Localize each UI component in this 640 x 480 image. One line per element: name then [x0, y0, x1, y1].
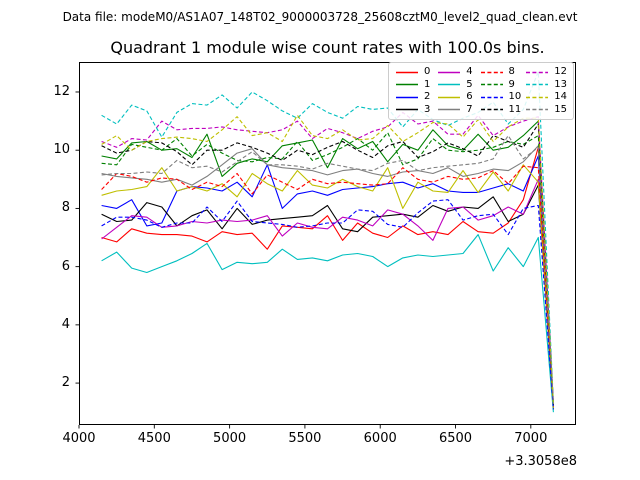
axes-frame	[79, 62, 576, 425]
legend-item-7: 7	[438, 104, 475, 117]
legend-item-label: 4	[466, 66, 473, 78]
series-line-3	[101, 184, 554, 410]
series-line-15	[101, 135, 554, 404]
series-line-7	[101, 145, 554, 407]
legend-item-label: 0	[424, 66, 431, 78]
legend-item-label: 2	[424, 91, 431, 103]
series-line-12	[101, 111, 554, 404]
legend-item-label: 13	[554, 78, 567, 90]
y-tick-label: 6	[61, 258, 70, 274]
legend-line-sample	[526, 71, 549, 73]
series-line-4	[101, 178, 554, 410]
series-line-11	[101, 123, 554, 405]
legend-item-3: 3	[396, 104, 433, 117]
legend-item-12: 12	[526, 66, 567, 79]
x-tick-label: 4000	[62, 431, 96, 446]
legend-item-13: 13	[526, 79, 567, 92]
legend-item-label: 12	[554, 66, 567, 78]
legend-item-9: 9	[480, 78, 522, 92]
legend-item-label: 6	[466, 91, 473, 103]
series-line-9	[101, 132, 554, 405]
x-tick-label: 4500	[137, 431, 171, 446]
series-line-8	[101, 165, 554, 407]
series-line-14	[101, 114, 554, 405]
legend-item-label: 7	[466, 103, 473, 115]
y-tick-label: 4	[61, 316, 70, 332]
legend-line-sample	[396, 71, 418, 73]
legend-item-1: 1	[396, 79, 433, 92]
x-tick-label: 7000	[514, 431, 548, 446]
legend-item-5: 5	[438, 79, 475, 92]
legend-line-sample	[396, 96, 418, 98]
plot-area	[75, 62, 576, 429]
legend-item-label: 15	[554, 103, 567, 115]
legend-item-label: 1	[424, 78, 431, 90]
legend-line-sample	[526, 109, 549, 111]
legend-item-10: 10	[480, 91, 522, 104]
legend-item-11: 11	[480, 103, 522, 117]
legend-line-sample	[480, 96, 503, 98]
y-tick-label: 10	[53, 142, 70, 158]
legend-item-label: 10	[508, 91, 522, 103]
legend-item-label: 9	[508, 78, 515, 90]
legend-item-label: 5	[466, 78, 473, 90]
y-tick-label: 8	[61, 200, 70, 216]
chart-title: Quadrant 1 module wise count rates with …	[110, 38, 545, 57]
x-tick-label: 6500	[438, 431, 473, 446]
legend-item-15: 15	[526, 104, 567, 117]
x-axis-offset-label: +3.3058e8	[504, 454, 577, 469]
legend-line-sample	[438, 109, 461, 111]
series-line-1	[101, 120, 554, 407]
x-tick-label: 5000	[213, 431, 247, 446]
legend-line-sample	[438, 71, 461, 73]
legend-line-sample	[480, 109, 503, 111]
series-line-10	[101, 199, 554, 410]
y-tick-label: 2	[61, 375, 70, 391]
legend-item-4: 4	[438, 66, 475, 79]
legend-line-sample	[526, 96, 549, 98]
legend-item-8: 8	[480, 66, 522, 79]
legend-line-sample	[526, 84, 549, 86]
legend-line-sample	[396, 84, 418, 86]
legend: 0 1 2 3 4 5 6 7 8 9 10 11 12 13 14 15	[388, 62, 574, 120]
series-line-6	[101, 164, 554, 408]
series-line-2	[101, 155, 554, 408]
legend-item-6: 6	[438, 91, 475, 104]
data-file-text: Data file: modeM0/AS1A07_148T02_90000037…	[62, 10, 578, 24]
legend-line-sample	[480, 84, 503, 86]
legend-line-sample	[396, 109, 418, 111]
series-line-0	[101, 146, 554, 410]
legend-item-label: 14	[554, 91, 567, 103]
legend-item-label: 8	[508, 66, 515, 78]
x-tick-label: 6000	[363, 431, 397, 446]
legend-item-14: 14	[526, 91, 567, 104]
legend-line-sample	[480, 71, 503, 73]
legend-item-2: 2	[396, 91, 433, 104]
legend-item-label: 3	[424, 103, 431, 115]
legend-item-label: 11	[508, 103, 522, 115]
legend-line-sample	[438, 84, 461, 86]
series-line-13	[101, 71, 554, 404]
legend-line-sample	[438, 96, 461, 98]
x-tick-label: 5500	[288, 431, 322, 446]
series-line-5	[101, 234, 554, 413]
y-tick-label: 12	[53, 83, 70, 99]
legend-item-0: 0	[396, 66, 433, 79]
